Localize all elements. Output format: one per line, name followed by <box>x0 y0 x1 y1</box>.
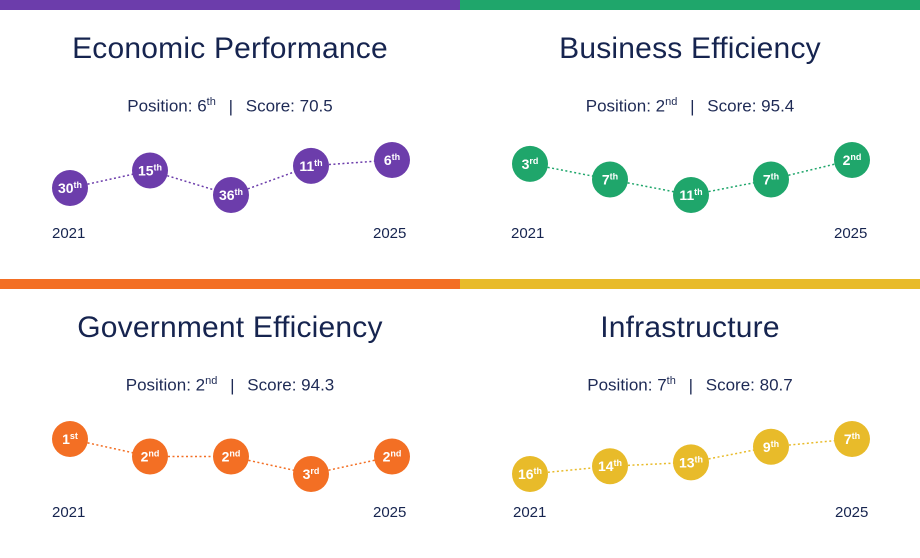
panel-color-bar <box>460 279 920 289</box>
rank-label: 2nd <box>383 449 402 465</box>
rank-label: 30th <box>58 180 82 196</box>
rank-point <box>673 444 709 481</box>
score-value: 70.5 <box>299 96 333 116</box>
panel-title: Business Efficiency <box>559 32 821 65</box>
rank-label: 36th <box>219 187 243 203</box>
panel-stats: Position: 2nd | Score: 94.3 <box>0 375 460 396</box>
position-label: Position: <box>125 375 191 395</box>
position-label: Position: <box>127 96 193 116</box>
panel-stats: Position: 6th | Score: 70.5 <box>0 96 460 117</box>
position-label: Position: <box>587 375 653 395</box>
panel-title: Government Efficiency <box>77 311 383 344</box>
score-label: Score: <box>247 375 297 395</box>
rank-label: 7th <box>763 171 779 187</box>
rank-point <box>374 142 410 178</box>
panel-business-efficiency: Business Efficiency Position: 2nd | Scor… <box>460 0 920 279</box>
rank-point <box>592 161 628 198</box>
rank-point <box>132 152 168 189</box>
panel-stats: Position: 7th | Score: 80.7 <box>460 375 920 396</box>
separator: | <box>688 375 694 395</box>
rank-point <box>834 142 870 178</box>
position-value: 7 <box>657 375 667 395</box>
rank-point <box>213 438 249 475</box>
position-label: Position: <box>585 96 651 116</box>
rank-point <box>132 438 168 475</box>
panel-title: Infrastructure <box>600 311 780 344</box>
rank-label: 13th <box>679 454 703 470</box>
score-value: 80.7 <box>759 375 793 395</box>
position-suffix: nd <box>665 96 678 108</box>
year-end-label: 2025 <box>373 225 407 242</box>
position-suffix: th <box>666 375 676 387</box>
rank-point <box>293 456 329 492</box>
rank-point <box>512 456 548 492</box>
position-value: 2 <box>655 96 666 116</box>
ranking-chart: 30th 15th 36th 11th 6th <box>52 142 410 213</box>
rank-label: 7th <box>602 171 618 187</box>
score-value: 95.4 <box>761 96 795 116</box>
separator: | <box>228 96 234 116</box>
rank-point <box>834 421 870 457</box>
rank-label: 6th <box>384 152 400 168</box>
year-end-label: 2025 <box>835 504 869 521</box>
rank-point <box>374 438 410 475</box>
year-start-label: 2021 <box>513 504 547 521</box>
score-label: Score: <box>707 96 757 116</box>
rank-label: 1st <box>62 431 78 447</box>
rank-label: 11th <box>679 187 702 203</box>
position-suffix: th <box>206 96 216 108</box>
year-start-label: 2021 <box>511 225 545 242</box>
rank-label: 15th <box>138 163 162 179</box>
panel-infrastructure: Infrastructure Position: 7th | Score: 80… <box>460 279 920 558</box>
rank-point <box>213 177 249 213</box>
rank-point <box>512 145 548 182</box>
position-suffix: nd <box>205 375 218 387</box>
ranking-chart: 3rd 7th 11th 7th 2nd <box>512 142 870 213</box>
rank-label: 11th <box>299 158 322 174</box>
year-end-label: 2025 <box>834 225 868 242</box>
rank-label: 16th <box>518 466 542 482</box>
score-label: Score: <box>245 96 295 116</box>
rank-point <box>592 448 628 485</box>
panel-color-bar <box>0 279 460 289</box>
panel-government-efficiency: Government Efficiency Position: 2nd | Sc… <box>0 279 460 558</box>
panel-economic-performance: Economic Performance Position: 6th | Sco… <box>0 0 460 279</box>
panel-color-bar <box>460 0 920 10</box>
rank-label: 14th <box>598 458 622 474</box>
separator: | <box>230 375 235 395</box>
ranking-chart: 1st 2nd 2nd 3rd 2nd <box>52 421 410 492</box>
score-value: 94.3 <box>301 375 335 395</box>
panel-title: Economic Performance <box>72 32 388 65</box>
position-value: 2 <box>195 375 206 395</box>
year-start-label: 2021 <box>52 504 86 521</box>
separator: | <box>690 96 695 116</box>
rank-label: 2nd <box>141 449 160 465</box>
rank-point <box>52 421 88 457</box>
panel-stats: Position: 2nd | Score: 95.4 <box>460 96 920 117</box>
rank-point <box>673 177 709 213</box>
rank-point <box>753 161 789 198</box>
rank-label: 7th <box>844 431 860 447</box>
ranking-chart: 16th 14th 13th 9th 7th <box>512 421 870 492</box>
year-end-label: 2025 <box>373 504 407 521</box>
position-value: 6 <box>197 96 207 116</box>
panel-color-bar <box>0 0 460 10</box>
rank-label: 3rd <box>303 466 320 482</box>
rank-label: 2nd <box>222 449 241 465</box>
year-start-label: 2021 <box>52 225 86 242</box>
rank-label: 9th <box>763 439 779 455</box>
score-label: Score: <box>705 375 755 395</box>
rank-label: 3rd <box>522 156 539 172</box>
rank-point <box>753 428 789 465</box>
rank-point <box>293 147 329 184</box>
rank-point <box>52 170 88 206</box>
rank-label: 2nd <box>843 152 862 168</box>
